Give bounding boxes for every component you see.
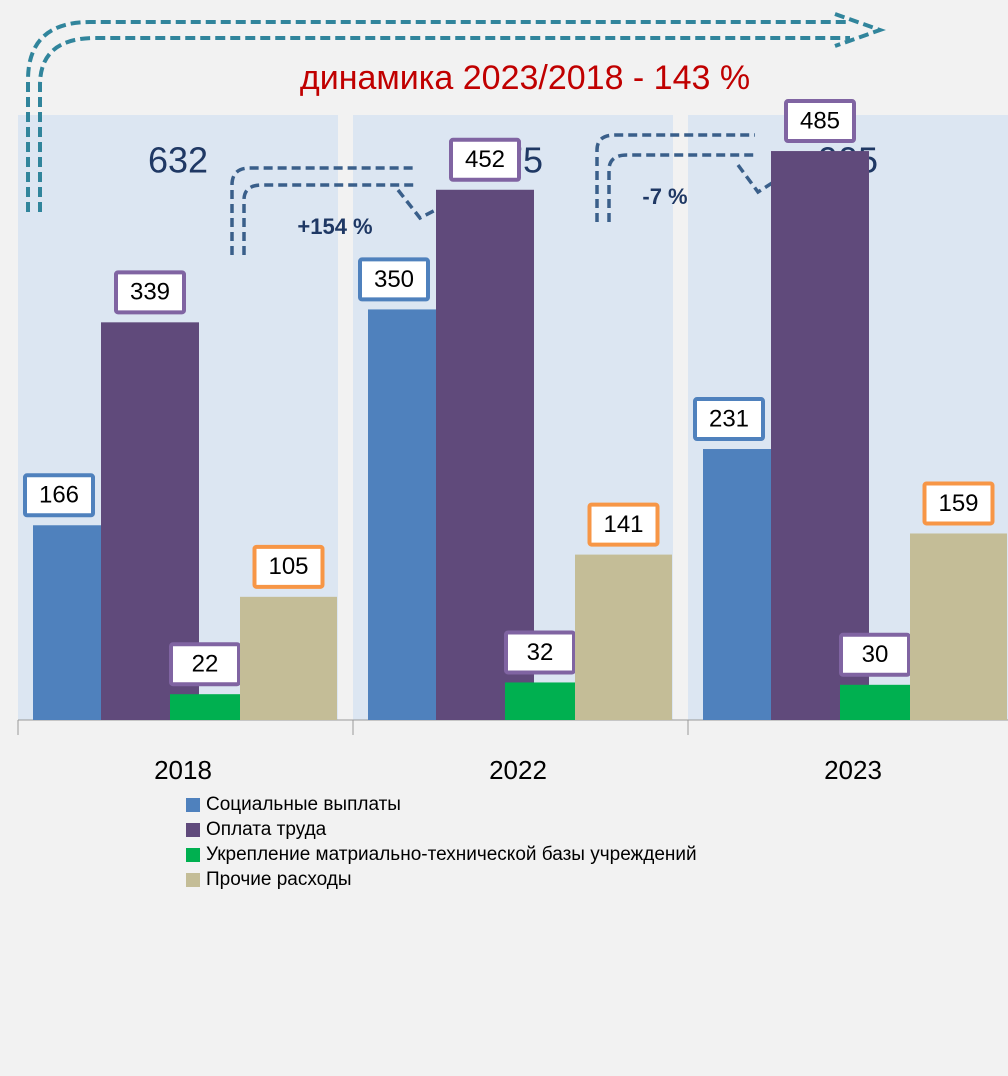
legend-label: Укрепление матриально-технической базы у…	[206, 844, 697, 865]
value-label-box	[114, 270, 186, 315]
change-label: +154 %	[297, 214, 372, 239]
value-label: 141	[603, 511, 643, 538]
legend-swatch	[186, 823, 200, 837]
bar	[703, 449, 771, 720]
value-label: 339	[130, 279, 170, 306]
bar	[840, 684, 910, 720]
value-label-box	[504, 630, 576, 675]
legend-swatch	[186, 848, 200, 862]
value-label-box	[587, 502, 660, 547]
value-label-box	[449, 137, 521, 182]
value-label-box	[358, 257, 430, 302]
bar	[575, 554, 672, 720]
legend-swatch	[186, 873, 200, 887]
legend-swatch	[186, 798, 200, 812]
x-tick-label: 2022	[489, 755, 547, 785]
category-total: 632	[148, 140, 208, 181]
legend-label: Социальные выплаты	[206, 794, 401, 815]
bar	[33, 525, 101, 720]
bar	[170, 694, 240, 720]
value-label: 350	[374, 266, 414, 293]
value-label-box	[169, 642, 241, 687]
x-tick-label: 2023	[824, 755, 882, 785]
bar	[368, 309, 436, 720]
bar	[240, 596, 337, 720]
value-label: 452	[465, 146, 505, 173]
value-label-box	[839, 632, 911, 677]
value-label: 485	[800, 107, 840, 134]
bar	[771, 151, 869, 721]
arrow-2018-2022	[230, 166, 415, 255]
value-label-box	[693, 397, 765, 442]
headline: динамика 2023/2018 - 143 %	[300, 59, 750, 97]
value-label-box	[922, 481, 995, 526]
legend-label: Прочие расходы	[206, 869, 352, 890]
arrow-2022-2023	[595, 133, 755, 222]
value-label-box	[23, 473, 95, 518]
arrow-head	[834, 12, 886, 48]
value-label: 231	[709, 405, 749, 432]
arrow-inner	[38, 36, 850, 212]
value-label-box	[784, 99, 856, 144]
x-tick-label: 2018	[154, 755, 212, 785]
arrow-outer	[26, 20, 850, 212]
value-label: 159	[938, 490, 978, 517]
value-label: 22	[192, 651, 219, 678]
value-label: 105	[268, 553, 308, 580]
bar	[910, 533, 1007, 720]
value-label-box	[252, 544, 325, 589]
value-label: 30	[862, 641, 889, 668]
arrow-head	[396, 188, 446, 221]
legend-label: Оплата труда	[206, 819, 327, 840]
change-label: -7 %	[642, 184, 687, 209]
value-label: 32	[527, 639, 554, 666]
value-label: 166	[39, 482, 79, 509]
bar	[505, 682, 575, 720]
